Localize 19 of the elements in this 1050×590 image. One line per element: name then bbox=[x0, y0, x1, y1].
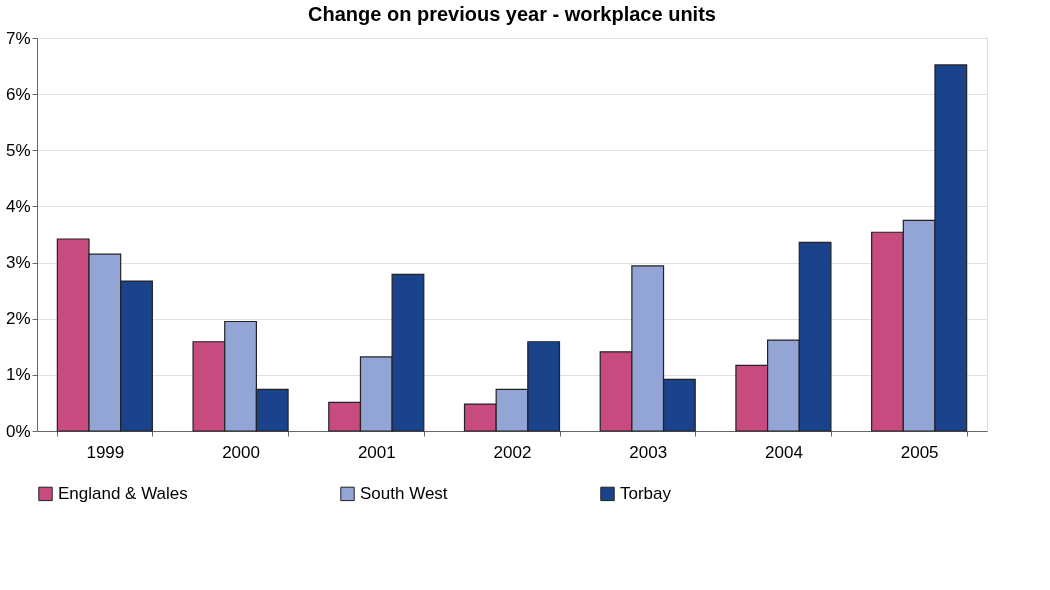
chart-title: Change on previous year - workplace units bbox=[308, 3, 716, 25]
y-tick-label: 6% bbox=[5, 84, 31, 104]
y-tick-label: 3% bbox=[5, 253, 31, 273]
x-tick-label: 2004 bbox=[765, 442, 803, 462]
y-tick-label: 0% bbox=[5, 421, 31, 441]
y-tick-label: 7% bbox=[5, 28, 31, 48]
legend-label: Torbay bbox=[620, 483, 672, 503]
y-tick-label: 5% bbox=[5, 140, 31, 160]
x-tick-label: 2003 bbox=[629, 442, 668, 462]
x-tick-label: 2005 bbox=[900, 442, 939, 462]
legend-label: England & Wales bbox=[58, 483, 188, 503]
y-tick-label: 2% bbox=[5, 309, 31, 329]
x-tick-label: 1999 bbox=[86, 442, 125, 462]
x-tick-label: 2001 bbox=[357, 442, 396, 462]
y-tick-label: 4% bbox=[5, 196, 31, 216]
x-tick-label: 2002 bbox=[493, 442, 532, 462]
legend-label: South West bbox=[360, 483, 448, 503]
y-tick-label: 1% bbox=[5, 365, 31, 385]
x-tick-label: 2000 bbox=[222, 442, 260, 462]
